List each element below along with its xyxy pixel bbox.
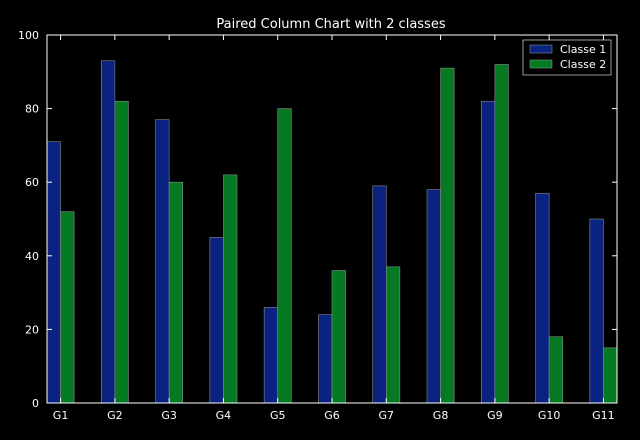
x-tick-label-g8: G8 — [433, 409, 449, 422]
legend-label-classe-1: Classe 1 — [560, 43, 606, 56]
plot-frame — [46, 34, 618, 404]
legend-swatch-classe-1 — [529, 44, 553, 54]
bar-classe-1-g3 — [155, 119, 170, 404]
y-tick-label: 60 — [25, 176, 39, 189]
bar-classe-2-g9 — [494, 64, 509, 404]
bar-classe-1-g2 — [100, 60, 116, 404]
bar-classe-2-g7 — [385, 266, 401, 404]
bar-classe-1-g1 — [46, 141, 61, 404]
bar-classe-2-g3 — [168, 181, 184, 404]
bar-classe-1-g8 — [426, 189, 441, 404]
bars-group — [46, 60, 618, 404]
y-tick-label: 80 — [25, 103, 39, 116]
bar-classe-1-g11 — [589, 218, 604, 404]
y-axis: 0 20 40 60 80 100 — [18, 29, 617, 410]
x-tick-label-g1: G1 — [53, 409, 69, 422]
legend-swatch-classe-2 — [529, 59, 553, 69]
bar-classe-2-g2 — [114, 100, 129, 404]
bar-classe-2-g6 — [331, 270, 346, 404]
y-tick-label: 0 — [32, 397, 39, 410]
x-tick-label-g3: G3 — [161, 409, 177, 422]
x-tick-label-g2: G2 — [107, 409, 123, 422]
bar-classe-2-g5 — [277, 108, 292, 404]
legend-label-classe-2: Classe 2 — [560, 58, 606, 71]
x-tick-label-g9: G9 — [487, 409, 503, 422]
bar-classe-2-g10 — [548, 336, 564, 404]
bar-classe-1-g6 — [318, 314, 333, 404]
chart-title: Paired Column Chart with 2 classes — [216, 17, 445, 32]
bar-classe-2-g4 — [223, 174, 238, 404]
x-tick-label-g5: G5 — [270, 409, 286, 422]
legend: Classe 1 Classe 2 — [522, 39, 612, 76]
bar-classe-2-g8 — [440, 67, 455, 404]
y-tick-label: 20 — [25, 323, 39, 336]
x-axis: G1 G2 G3 G4 G5 G6 G7 G8 G9 G10 G11 — [53, 35, 615, 422]
bar-classe-1-g9 — [480, 100, 496, 404]
bar-classe-2-g1 — [60, 211, 75, 404]
x-tick-label-g10: G10 — [538, 409, 561, 422]
bar-classe-1-g5 — [263, 307, 279, 404]
bar-classe-1-g4 — [209, 237, 224, 404]
bar-classe-1-g10 — [535, 192, 550, 404]
y-tick-label: 100 — [18, 29, 39, 42]
y-tick-label: 40 — [25, 250, 39, 263]
bar-classe-1-g7 — [372, 185, 387, 404]
x-tick-label-g4: G4 — [216, 409, 232, 422]
bar-classe-2-g11 — [603, 347, 618, 404]
x-tick-label-g7: G7 — [379, 409, 395, 422]
x-tick-label-g6: G6 — [324, 409, 340, 422]
x-tick-label-g11: G11 — [592, 409, 615, 422]
